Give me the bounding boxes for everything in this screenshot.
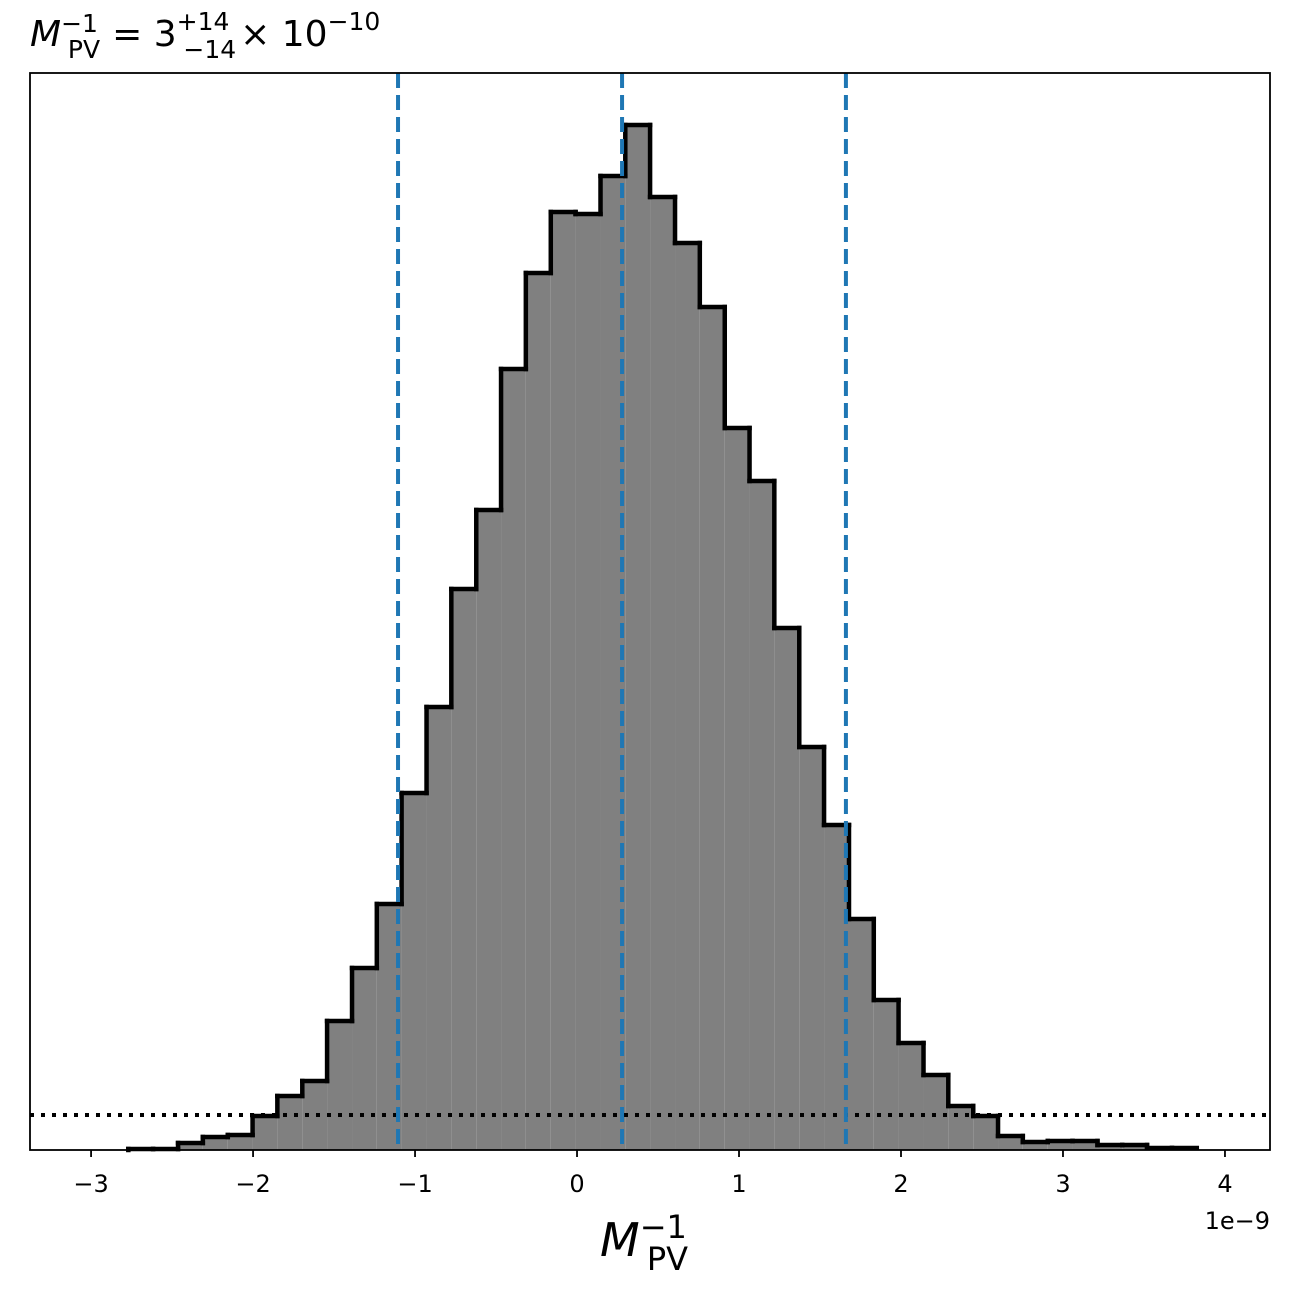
bar [178,1143,203,1150]
bar [426,707,452,1150]
bar [848,919,874,1150]
x-tick-label: 2 [893,1170,908,1198]
bar [998,1136,1023,1150]
bar [799,747,825,1150]
bar [948,1106,974,1150]
bar [749,481,775,1150]
x-label-symbol: M [600,1213,640,1267]
x-tick-label: −3 [73,1170,108,1198]
x-tick-label: 3 [1055,1170,1070,1198]
title-sup: −1 [61,9,98,38]
bar [401,793,427,1150]
bar [476,510,502,1150]
bar [501,369,526,1150]
bar [699,307,725,1150]
title-times: × 10 [240,14,327,55]
x-offset-label: 1e−9 [1205,1207,1270,1235]
bar [774,628,800,1150]
plot-frame [29,72,1271,1151]
bar [227,1135,253,1150]
x-tick-label: −1 [397,1170,432,1198]
bar [575,214,601,1150]
bar [675,243,700,1150]
bar [1022,1142,1048,1150]
x-tick-label: 1 [731,1170,746,1198]
bar [923,1075,949,1150]
x-tick-label: −2 [235,1170,270,1198]
title-equals: = 3 [112,14,177,55]
x-tick-label: 4 [1217,1170,1232,1198]
x-label-sub: PV [647,1240,688,1278]
bar [1047,1141,1073,1150]
bar [327,1021,353,1150]
bar [873,1000,899,1150]
bar [451,589,477,1150]
title-symbol: M [30,14,61,55]
bar [898,1043,924,1150]
bar [1097,1145,1123,1150]
title-sub: PV [68,35,100,64]
bar [724,428,750,1150]
title-upper: +14 [177,7,230,36]
bar [202,1137,228,1150]
x-tick-label: 0 [569,1170,584,1198]
bar [973,1116,999,1150]
chart-title: M−1 PV = 3+14 −14 × 10−10 [30,7,380,64]
bar [550,212,576,1150]
bar [525,273,551,1150]
x-label-sup: −1 [640,1208,687,1246]
bar [650,197,676,1150]
x-axis-label: M−1 PV [600,1208,688,1278]
bar [277,1096,303,1150]
bar [1072,1141,1098,1150]
bar [252,1116,278,1150]
bar [1122,1145,1148,1150]
bar [625,125,651,1150]
title-exponent: −10 [328,7,381,36]
bar [352,968,377,1150]
title-lower: −14 [183,35,236,64]
